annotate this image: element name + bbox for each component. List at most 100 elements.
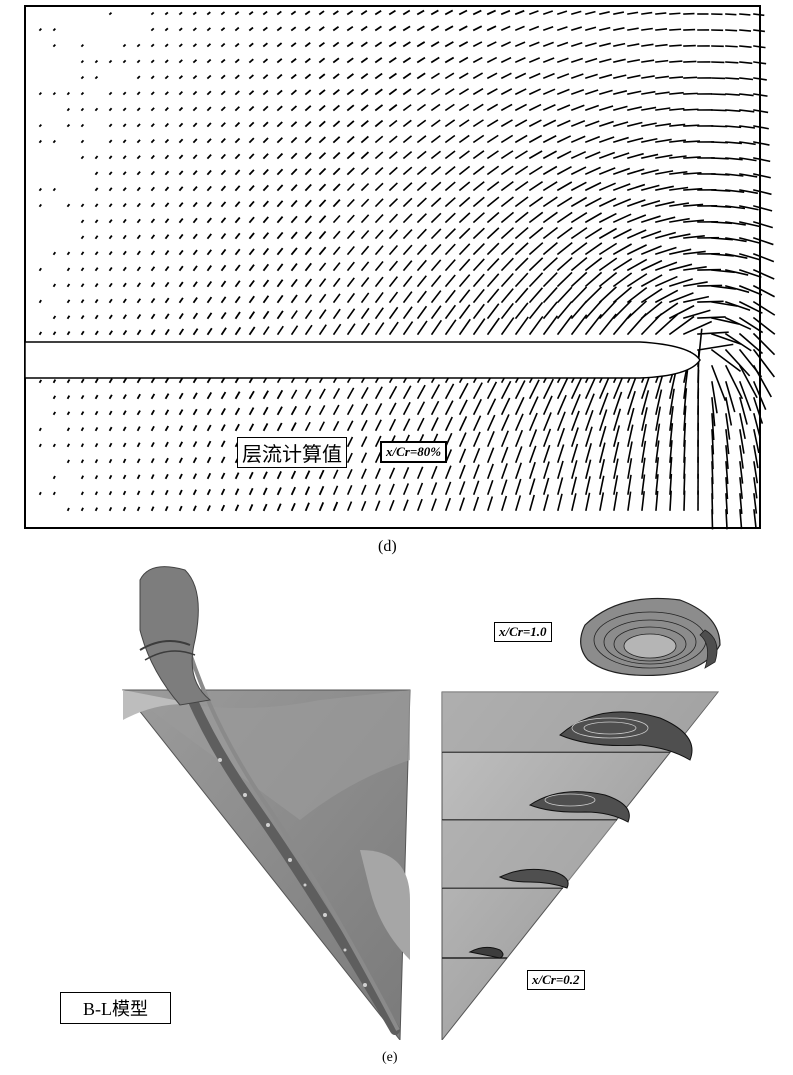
velocity-vector [192, 281, 198, 288]
velocity-vector [136, 186, 141, 192]
velocity-vector [599, 89, 613, 95]
velocity-vector [122, 139, 127, 144]
velocity-vector [444, 165, 456, 176]
velocity-vector [458, 134, 470, 144]
velocity-vector [528, 134, 543, 144]
velocity-vector [38, 427, 42, 432]
velocity-vector [753, 413, 762, 439]
velocity-vector [472, 103, 484, 112]
velocity-vector [248, 295, 255, 304]
velocity-vector [738, 284, 763, 296]
velocity-vector [108, 107, 113, 112]
velocity-vector [136, 75, 141, 80]
velocity-vector [514, 180, 529, 192]
velocity-vector [458, 56, 469, 64]
velocity-vector [164, 328, 170, 336]
velocity-vector [388, 182, 398, 192]
velocity-vector [164, 170, 170, 176]
velocity-vector [710, 364, 727, 402]
velocity-vector [613, 90, 628, 95]
velocity-vector [500, 479, 508, 496]
velocity-vector [556, 286, 573, 304]
velocity-vector [430, 103, 441, 112]
velocity-vector [500, 414, 510, 432]
velocity-vector [108, 314, 113, 320]
velocity-vector [753, 29, 765, 33]
velocity-vector [164, 107, 169, 112]
velocity-vector [486, 447, 495, 464]
velocity-vector [430, 134, 441, 144]
velocity-vector [683, 76, 698, 79]
velocity-vector [388, 104, 398, 112]
velocity-vector [486, 88, 498, 96]
velocity-vector [136, 458, 141, 464]
velocity-vector [556, 301, 573, 320]
velocity-vector [276, 73, 283, 80]
velocity-vector [178, 91, 183, 96]
velocity-vector [318, 421, 325, 432]
velocity-vector [542, 119, 557, 128]
velocity-vector [416, 119, 427, 128]
velocity-vector [220, 122, 226, 128]
velocity-vector [739, 221, 760, 228]
velocity-vector [458, 181, 471, 192]
velocity-vector [725, 109, 741, 112]
velocity-vector [220, 11, 226, 16]
velocity-vector [276, 10, 282, 16]
velocity-vector [444, 243, 456, 256]
velocity-vector [683, 265, 707, 271]
velocity-vector [752, 396, 764, 424]
velocity-vector [262, 42, 268, 48]
velocity-vector [108, 458, 113, 464]
velocity-vector [234, 504, 240, 512]
velocity-vector [402, 291, 413, 304]
velocity-vector [599, 459, 606, 479]
velocity-vector [318, 104, 326, 112]
velocity-vector [528, 10, 539, 16]
velocity-vector [178, 392, 184, 400]
velocity-vector [543, 477, 550, 495]
velocity-vector [290, 168, 298, 176]
velocity-vector [711, 285, 736, 290]
velocity-vector [234, 74, 240, 80]
velocity-vector [318, 309, 327, 320]
velocity-vector [108, 282, 113, 288]
velocity-vector [234, 216, 241, 224]
velocity-vector [486, 134, 499, 144]
velocity-vector [388, 306, 399, 320]
velocity-vector [641, 27, 653, 31]
velocity-vector [430, 228, 442, 240]
velocity-vector [304, 57, 311, 64]
velocity-vector [290, 486, 296, 496]
velocity-vector [486, 479, 494, 496]
velocity-vector [472, 273, 485, 288]
velocity-vector [346, 135, 355, 144]
velocity-vector [444, 465, 452, 480]
velocity-vector [262, 326, 270, 336]
velocity-vector [500, 211, 515, 224]
velocity-vector [458, 274, 471, 288]
velocity-vector [304, 10, 311, 16]
velocity-vector [458, 9, 468, 16]
velocity-vector [346, 88, 355, 96]
velocity-vector [669, 186, 689, 191]
velocity-vector [38, 187, 42, 192]
velocity-vector [528, 379, 540, 400]
velocity-vector [402, 401, 411, 416]
velocity-vector [753, 509, 757, 529]
velocity-vector [234, 58, 240, 64]
velocity-vector [416, 25, 425, 32]
velocity-vector [753, 125, 769, 130]
velocity-vector [570, 181, 587, 192]
velocity-vector [655, 457, 660, 479]
velocity-vector [108, 59, 113, 64]
velocity-vector [304, 73, 312, 80]
velocity-vector [360, 484, 367, 496]
velocity-vector [388, 57, 397, 64]
velocity-vector [206, 122, 212, 128]
velocity-vector [528, 103, 542, 112]
velocity-vector [458, 25, 468, 32]
velocity-vector [304, 231, 312, 240]
velocity-vector [262, 184, 269, 192]
velocity-vector [500, 119, 513, 128]
